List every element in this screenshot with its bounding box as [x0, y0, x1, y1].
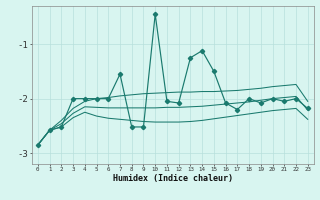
X-axis label: Humidex (Indice chaleur): Humidex (Indice chaleur) — [113, 174, 233, 183]
